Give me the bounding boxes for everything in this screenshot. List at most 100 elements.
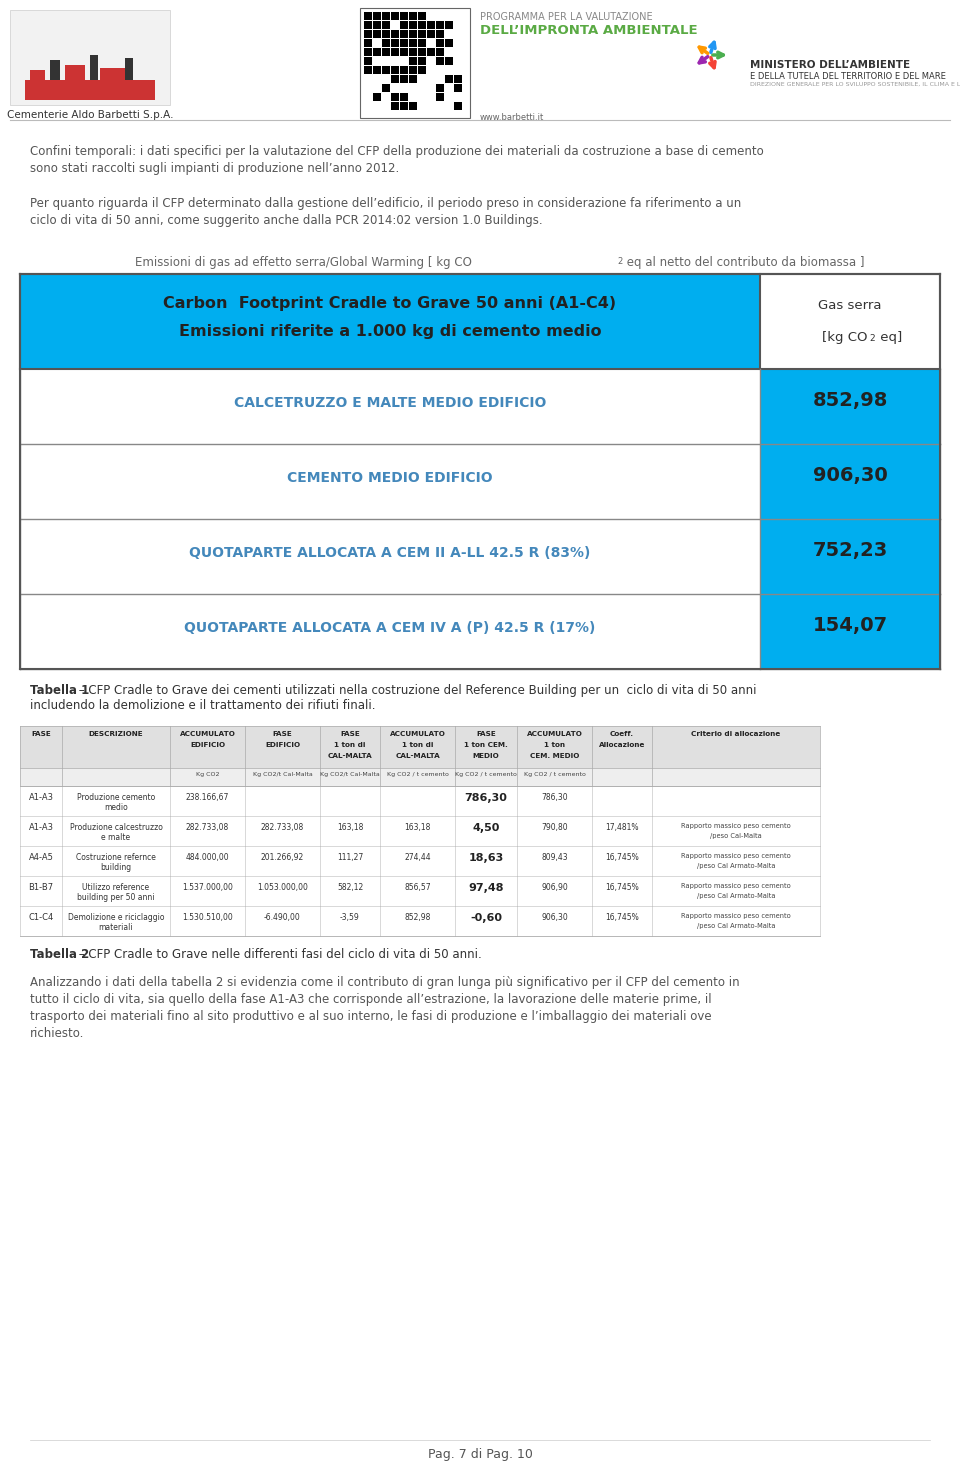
Text: Confini temporali: i dati specifici per la valutazione del CFP della produzione : Confini temporali: i dati specifici per … xyxy=(30,145,764,158)
Bar xyxy=(760,594,940,669)
Bar xyxy=(382,40,390,47)
Text: 786,30: 786,30 xyxy=(541,794,567,802)
Bar xyxy=(364,29,372,38)
Bar xyxy=(418,40,426,47)
Bar xyxy=(391,103,399,110)
Bar xyxy=(418,29,426,38)
Text: Costruzione refernce: Costruzione refernce xyxy=(76,852,156,863)
Bar xyxy=(360,7,470,117)
Bar xyxy=(400,103,408,110)
Text: CEM. MEDIO: CEM. MEDIO xyxy=(530,753,579,758)
Bar xyxy=(373,66,381,73)
Text: www.barbetti.it: www.barbetti.it xyxy=(480,113,544,122)
Bar xyxy=(409,12,417,21)
Text: 1.537.000,00: 1.537.000,00 xyxy=(182,883,233,892)
Text: -6.490,00: -6.490,00 xyxy=(264,912,300,921)
Bar xyxy=(436,48,444,56)
Bar xyxy=(418,66,426,73)
Text: DESCRIZIONE: DESCRIZIONE xyxy=(88,731,143,736)
Bar xyxy=(400,48,408,56)
Text: Kg CO2: Kg CO2 xyxy=(196,772,219,778)
Bar xyxy=(400,12,408,21)
Text: 852,98: 852,98 xyxy=(404,912,431,921)
Text: [kg CO: [kg CO xyxy=(822,332,868,343)
Text: medio: medio xyxy=(104,802,128,813)
Text: A4-A5: A4-A5 xyxy=(29,852,54,863)
Text: 1 ton CEM.: 1 ton CEM. xyxy=(464,742,508,748)
Bar xyxy=(100,67,125,81)
Text: 484.000,00: 484.000,00 xyxy=(185,852,229,863)
Bar xyxy=(436,29,444,38)
Text: trasporto dei materiali fino al sito produttivo e al suo interno, le fasi di pro: trasporto dei materiali fino al sito pro… xyxy=(30,1009,711,1022)
Text: 906,30: 906,30 xyxy=(541,912,568,921)
Bar xyxy=(20,445,760,519)
Text: 201.266,92: 201.266,92 xyxy=(261,852,304,863)
Bar xyxy=(20,594,760,669)
Text: Produzione cemento: Produzione cemento xyxy=(77,794,156,802)
Bar xyxy=(409,29,417,38)
Text: ACCUMULATO: ACCUMULATO xyxy=(180,731,235,736)
Bar xyxy=(90,54,98,81)
Bar xyxy=(409,21,417,29)
Bar xyxy=(436,84,444,92)
Bar xyxy=(409,75,417,84)
Text: Kg CO2 / t cemento: Kg CO2 / t cemento xyxy=(387,772,448,778)
Bar xyxy=(391,75,399,84)
Text: 97,48: 97,48 xyxy=(468,883,504,893)
Text: Tabella 1: Tabella 1 xyxy=(30,684,89,697)
Text: Cementerie Aldo Barbetti S.p.A.: Cementerie Aldo Barbetti S.p.A. xyxy=(7,110,173,120)
Bar xyxy=(427,29,435,38)
Text: Kg CO2 / t cemento: Kg CO2 / t cemento xyxy=(455,772,516,778)
Bar xyxy=(391,66,399,73)
Text: Kg CO2 / t cemento: Kg CO2 / t cemento xyxy=(523,772,586,778)
Bar xyxy=(418,57,426,65)
Text: CALCETRUZZO E MALTE MEDIO EDIFICIO: CALCETRUZZO E MALTE MEDIO EDIFICIO xyxy=(234,396,546,409)
Text: materiali: materiali xyxy=(99,923,133,932)
Bar xyxy=(20,876,820,907)
Bar xyxy=(373,29,381,38)
Text: 786,30: 786,30 xyxy=(465,794,508,802)
Bar xyxy=(400,21,408,29)
Text: FASE: FASE xyxy=(476,731,496,736)
Bar xyxy=(382,48,390,56)
Bar xyxy=(418,12,426,21)
Bar xyxy=(418,21,426,29)
Bar xyxy=(391,92,399,101)
Text: -0,60: -0,60 xyxy=(470,912,502,923)
Text: CAL-MALTA: CAL-MALTA xyxy=(327,753,372,758)
Bar xyxy=(391,48,399,56)
Text: 111,27: 111,27 xyxy=(337,852,363,863)
Bar xyxy=(373,92,381,101)
Text: 4,50: 4,50 xyxy=(472,823,500,833)
Bar xyxy=(20,274,760,370)
Bar xyxy=(364,66,372,73)
Text: 282.733,08: 282.733,08 xyxy=(186,823,229,832)
Text: 852,98: 852,98 xyxy=(812,392,888,409)
Bar xyxy=(436,92,444,101)
Bar xyxy=(409,40,417,47)
Bar xyxy=(760,370,940,445)
Text: QUOTAPARTE ALLOCATA A CEM II A-LL 42.5 R (83%): QUOTAPARTE ALLOCATA A CEM II A-LL 42.5 R… xyxy=(189,546,590,560)
Text: 2: 2 xyxy=(617,257,622,266)
Text: building per 50 anni: building per 50 anni xyxy=(77,893,155,902)
Text: 238.166,67: 238.166,67 xyxy=(186,794,229,802)
Text: 2: 2 xyxy=(869,334,875,343)
Text: eq al netto del contributo da biomassa ]: eq al netto del contributo da biomassa ] xyxy=(623,257,865,268)
Text: 906,90: 906,90 xyxy=(541,883,568,892)
Text: 790,80: 790,80 xyxy=(541,823,567,832)
Text: 1 ton di: 1 ton di xyxy=(402,742,433,748)
Text: Produzione calcestruzzo: Produzione calcestruzzo xyxy=(69,823,162,832)
Text: 282.733,08: 282.733,08 xyxy=(261,823,304,832)
Text: 1 ton di: 1 ton di xyxy=(334,742,366,748)
Bar xyxy=(20,846,820,876)
Bar xyxy=(454,75,462,84)
Bar xyxy=(25,81,155,100)
Bar xyxy=(409,66,417,73)
Text: eq]: eq] xyxy=(876,332,902,343)
Text: e malte: e malte xyxy=(102,833,131,842)
Bar xyxy=(760,519,940,594)
Bar xyxy=(409,103,417,110)
Text: /peso Cal Armato-Malta: /peso Cal Armato-Malta xyxy=(697,863,776,868)
Text: /peso Cal-Malta: /peso Cal-Malta xyxy=(710,833,762,839)
Bar xyxy=(373,21,381,29)
